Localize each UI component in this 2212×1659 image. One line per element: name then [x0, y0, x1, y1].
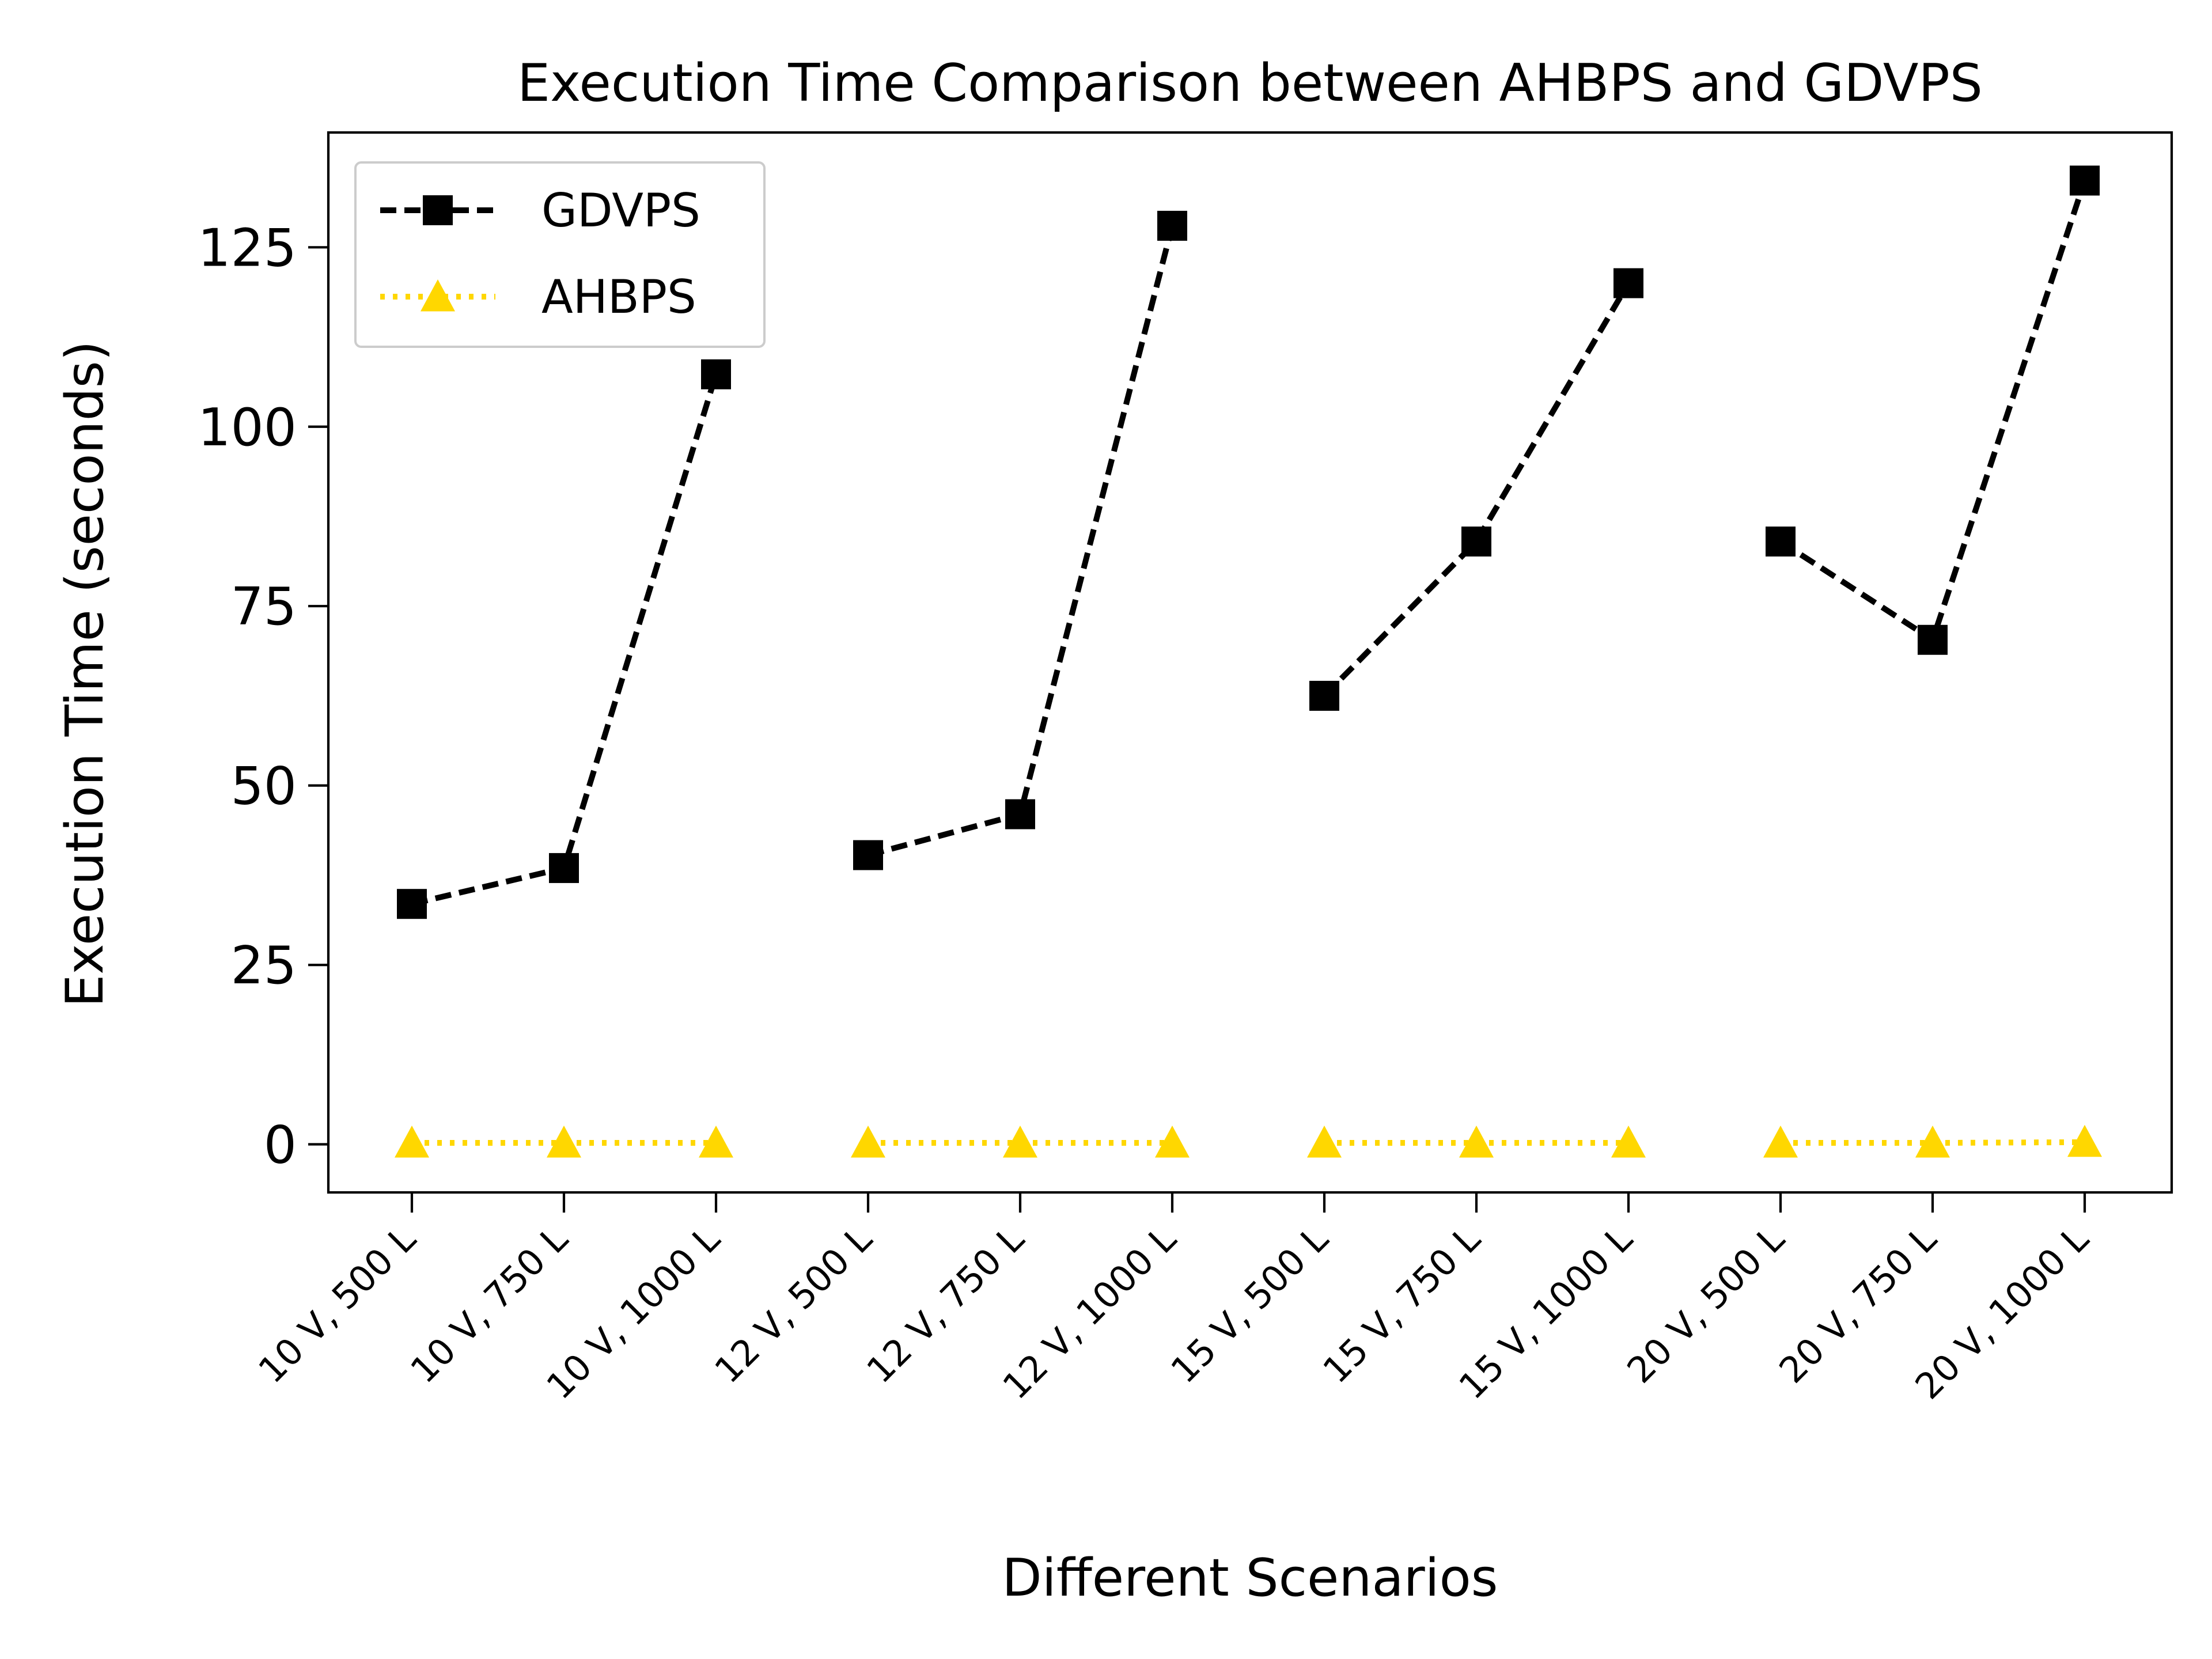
- y-axis-ticks: 0 25 50 75 100 125: [198, 218, 328, 1176]
- series-line-segment: [1322, 282, 1631, 698]
- legend: GDVPS AHBPS: [354, 161, 766, 348]
- y-tick-label: 25: [230, 935, 297, 996]
- data-point: [1763, 1126, 1798, 1158]
- y-tick-label: 100: [198, 397, 297, 458]
- data-point: [395, 1126, 429, 1158]
- data-point: [2067, 1124, 2102, 1157]
- data-point: [701, 359, 731, 389]
- legend-label: GDVPS: [541, 184, 700, 237]
- y-axis-title: Execution Time (seconds): [55, 340, 115, 1007]
- data-point: [1915, 1126, 1950, 1158]
- data-point: [851, 1126, 885, 1158]
- data-point: [1157, 210, 1187, 241]
- data-point: [1005, 799, 1035, 830]
- data-point: [1461, 527, 1491, 557]
- data-point: [1307, 1126, 1342, 1158]
- data-point: [1918, 624, 1948, 655]
- data-point: [1309, 680, 1339, 711]
- y-tick-label: 0: [264, 1115, 297, 1176]
- data-point: [1613, 268, 1643, 298]
- data-point: [547, 1126, 581, 1158]
- series-ahbps: [395, 1124, 2102, 1158]
- data-point: [1155, 1126, 1190, 1158]
- legend-marker: [423, 195, 453, 225]
- data-point: [853, 840, 883, 870]
- data-point: [699, 1126, 733, 1158]
- chart-title: Execution Time Comparison between AHBPS …: [517, 53, 1983, 113]
- data-point: [549, 853, 579, 883]
- plot-area-frame: [327, 131, 2173, 1194]
- series-gdvps: [397, 165, 2100, 919]
- legend-item: GDVPS: [380, 184, 700, 237]
- y-tick-label: 50: [230, 756, 297, 817]
- legend-item: AHBPS: [380, 270, 696, 324]
- data-point: [1766, 527, 1796, 557]
- x-axis-title: Different Scenarios: [1002, 1548, 1498, 1608]
- data-point: [397, 889, 427, 919]
- data-point: [1611, 1126, 1646, 1158]
- legend-marker: [421, 279, 455, 312]
- data-point: [2070, 165, 2100, 196]
- data-point: [1003, 1126, 1037, 1158]
- series-layer: [395, 165, 2102, 1158]
- y-tick-label: 125: [198, 218, 297, 278]
- y-tick-label: 75: [230, 577, 297, 637]
- legend-label: AHBPS: [541, 270, 696, 324]
- data-point: [1459, 1126, 1494, 1158]
